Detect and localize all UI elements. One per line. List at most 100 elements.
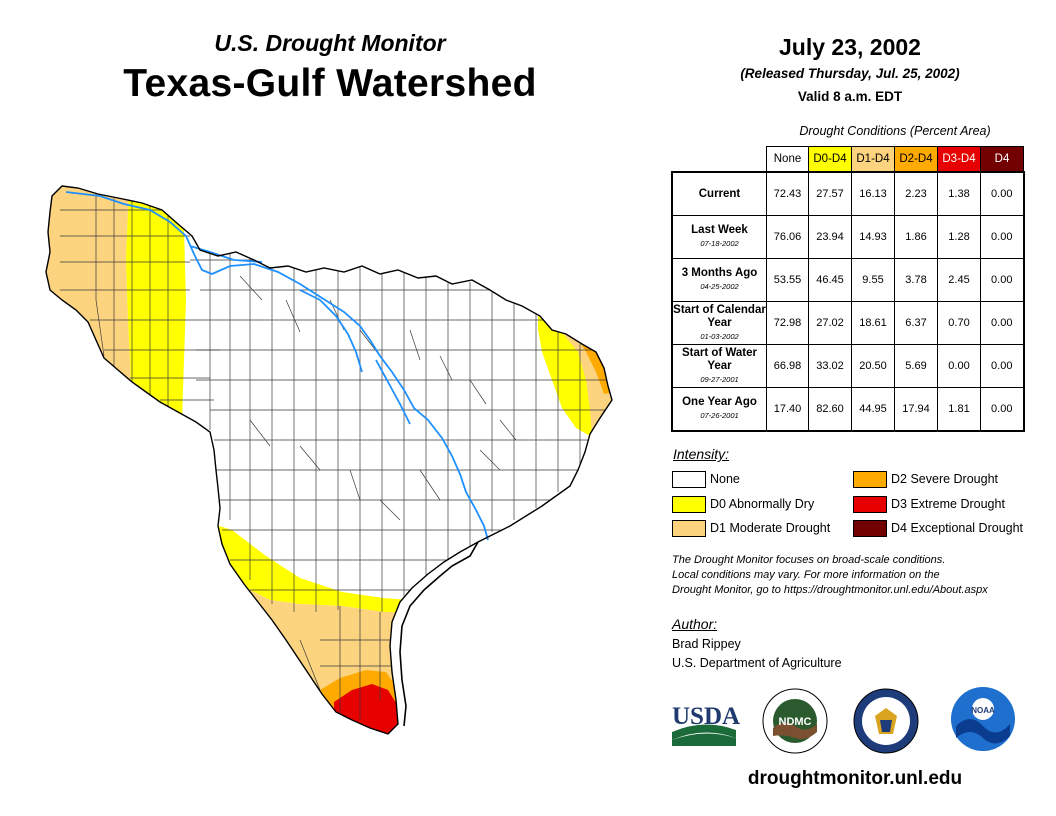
table-header-row: None D0-D4 D1-D4 D2-D4 D3-D4 D4 <box>672 146 1024 173</box>
row-label-text: Current <box>698 187 741 200</box>
note-line: The Drought Monitor focuses on broad-sca… <box>672 554 946 566</box>
note-line: Drought Monitor, go to https://droughtmo… <box>672 584 988 596</box>
table-cell: 0.00 <box>980 344 1025 388</box>
usda-logo: USDA <box>672 703 740 746</box>
ndmc-logo: NDMC <box>762 688 828 754</box>
table-cell: 76.06 <box>766 215 809 259</box>
col-header-d2-d4: D2-D4 <box>894 146 938 173</box>
table-cell: 0.00 <box>980 387 1025 432</box>
legend-swatch <box>853 496 887 513</box>
table-cell: 5.69 <box>894 344 938 388</box>
d1-area-east <box>560 330 612 436</box>
legend-label: D3 Extreme Drought <box>891 497 1005 511</box>
table-cell: 1.86 <box>894 215 938 259</box>
website-link[interactable]: droughtmonitor.unl.edu <box>747 768 963 789</box>
d1-area-west <box>46 186 132 420</box>
table-cell: 0.00 <box>980 171 1025 216</box>
noaa-logo-text: NOAA <box>971 706 995 715</box>
watershed-base <box>46 186 612 734</box>
coastline <box>399 541 479 727</box>
table-cell: 53.55 <box>766 258 809 302</box>
table-cell: 1.81 <box>937 387 981 432</box>
author-name: Brad Rippey <box>672 637 741 651</box>
table-cell: 44.95 <box>851 387 895 432</box>
legend-swatch <box>672 471 706 488</box>
valid-time: Valid 8 a.m. EDT <box>797 89 903 104</box>
table-row: Start of Calendar Year 01-03-2002 72.98 2… <box>671 301 1025 345</box>
row-label: Current <box>671 171 767 216</box>
row-label: One Year Ago 07-26-2001 <box>671 387 767 432</box>
table-row: Start of Water Year 09-27-2001 66.98 33.0… <box>671 344 1025 388</box>
table-cell: 72.43 <box>766 171 809 216</box>
table-row: Current 72.43 27.57 16.13 2.23 1.38 0.00 <box>671 171 1025 216</box>
watershed-outline <box>45 185 613 735</box>
table-cell: 82.60 <box>808 387 852 432</box>
table-cell: 16.13 <box>851 171 895 216</box>
table-cell: 72.98 <box>766 301 809 345</box>
disclaimer-note: The Drought Monitor focuses on broad-sca… <box>672 553 1042 598</box>
table-caption: Drought Conditions (Percent Area) <box>799 124 991 138</box>
legend-label: D4 Exceptional Drought <box>891 521 1024 535</box>
legend-title: Intensity: <box>673 446 730 462</box>
table-cell: 3.78 <box>894 258 938 302</box>
table-cell: 0.00 <box>980 215 1025 259</box>
table-cell: 66.98 <box>766 344 809 388</box>
table-cell: 1.38 <box>937 171 981 216</box>
table-cell: 1.28 <box>937 215 981 259</box>
legend-label: None <box>710 472 740 486</box>
table-cell: 23.94 <box>808 215 852 259</box>
row-label: Start of Calendar Year 01-03-2002 <box>671 301 767 345</box>
legend-swatch <box>672 520 706 537</box>
table-cell: 6.37 <box>894 301 938 345</box>
table-cell: 0.00 <box>980 301 1025 345</box>
table-cell: 0.70 <box>937 301 981 345</box>
row-label-text: Last Week <box>691 224 748 236</box>
col-header-none: None <box>766 146 809 173</box>
table-cell: 9.55 <box>851 258 895 302</box>
table-cell: 18.61 <box>851 301 895 345</box>
legend-swatch <box>672 496 706 513</box>
map-title: Texas-Gulf Watershed <box>123 62 537 105</box>
table-cell: 14.93 <box>851 215 895 259</box>
table-cell: 46.45 <box>808 258 852 302</box>
row-label-date: 09-27-2001 <box>700 374 739 384</box>
table-cell: 0.00 <box>980 258 1025 302</box>
d0-area-east <box>538 310 596 436</box>
table-cell: 33.02 <box>808 344 852 388</box>
row-label-text: Start of Calendar Year <box>673 303 766 329</box>
table-cell: 20.50 <box>851 344 895 388</box>
row-label: 3 Months Ago 04-25-2002 <box>671 258 767 302</box>
d0-area-west <box>126 186 186 420</box>
drought-stats-table: None D0-D4 D1-D4 D2-D4 D3-D4 D4 Current … <box>671 146 1025 432</box>
author-org: U.S. Department of Agriculture <box>672 656 842 670</box>
note-line: Local conditions may vary. For more info… <box>672 569 940 581</box>
row-label-date: 07-18-2002 <box>700 239 739 248</box>
row-label-text: One Year Ago <box>682 396 757 408</box>
legend-swatch <box>853 520 887 537</box>
table-cell: 2.23 <box>894 171 938 216</box>
map-subtitle: U.S. Drought Monitor <box>214 30 446 56</box>
col-header-d1-d4: D1-D4 <box>851 146 895 173</box>
col-header-d0-d4: D0-D4 <box>808 146 852 173</box>
table-row: Last Week 07-18-2002 76.06 23.94 14.93 1.… <box>671 215 1025 259</box>
row-label-text: 3 Months Ago <box>681 267 758 279</box>
table-cell: 2.45 <box>937 258 981 302</box>
noaa-logo: NOAA <box>951 687 1015 751</box>
legend-label: D1 Moderate Drought <box>710 521 831 535</box>
drought-map <box>45 185 613 735</box>
table-cell: 0.00 <box>937 344 981 388</box>
table-cell: 27.57 <box>808 171 852 216</box>
d2-area-east <box>580 342 612 394</box>
row-label: Start of Water Year 09-27-2001 <box>671 344 767 388</box>
commerce-seal-logo <box>853 688 919 754</box>
ndmc-logo-text: NDMC <box>779 716 812 728</box>
d0-area-south <box>200 520 410 612</box>
table-cell: 17.40 <box>766 387 809 432</box>
row-label-date: 04-25-2002 <box>700 282 739 291</box>
col-header-d4: D4 <box>980 146 1024 173</box>
legend-label: D0 Abnormally Dry <box>710 497 815 511</box>
release-date: (Released Thursday, Jul. 25, 2002) <box>740 66 960 81</box>
col-header-d3-d4: D3-D4 <box>937 146 981 173</box>
row-label-date: 07-26-2001 <box>700 411 739 420</box>
row-label-date: 01-03-2002 <box>700 331 739 341</box>
